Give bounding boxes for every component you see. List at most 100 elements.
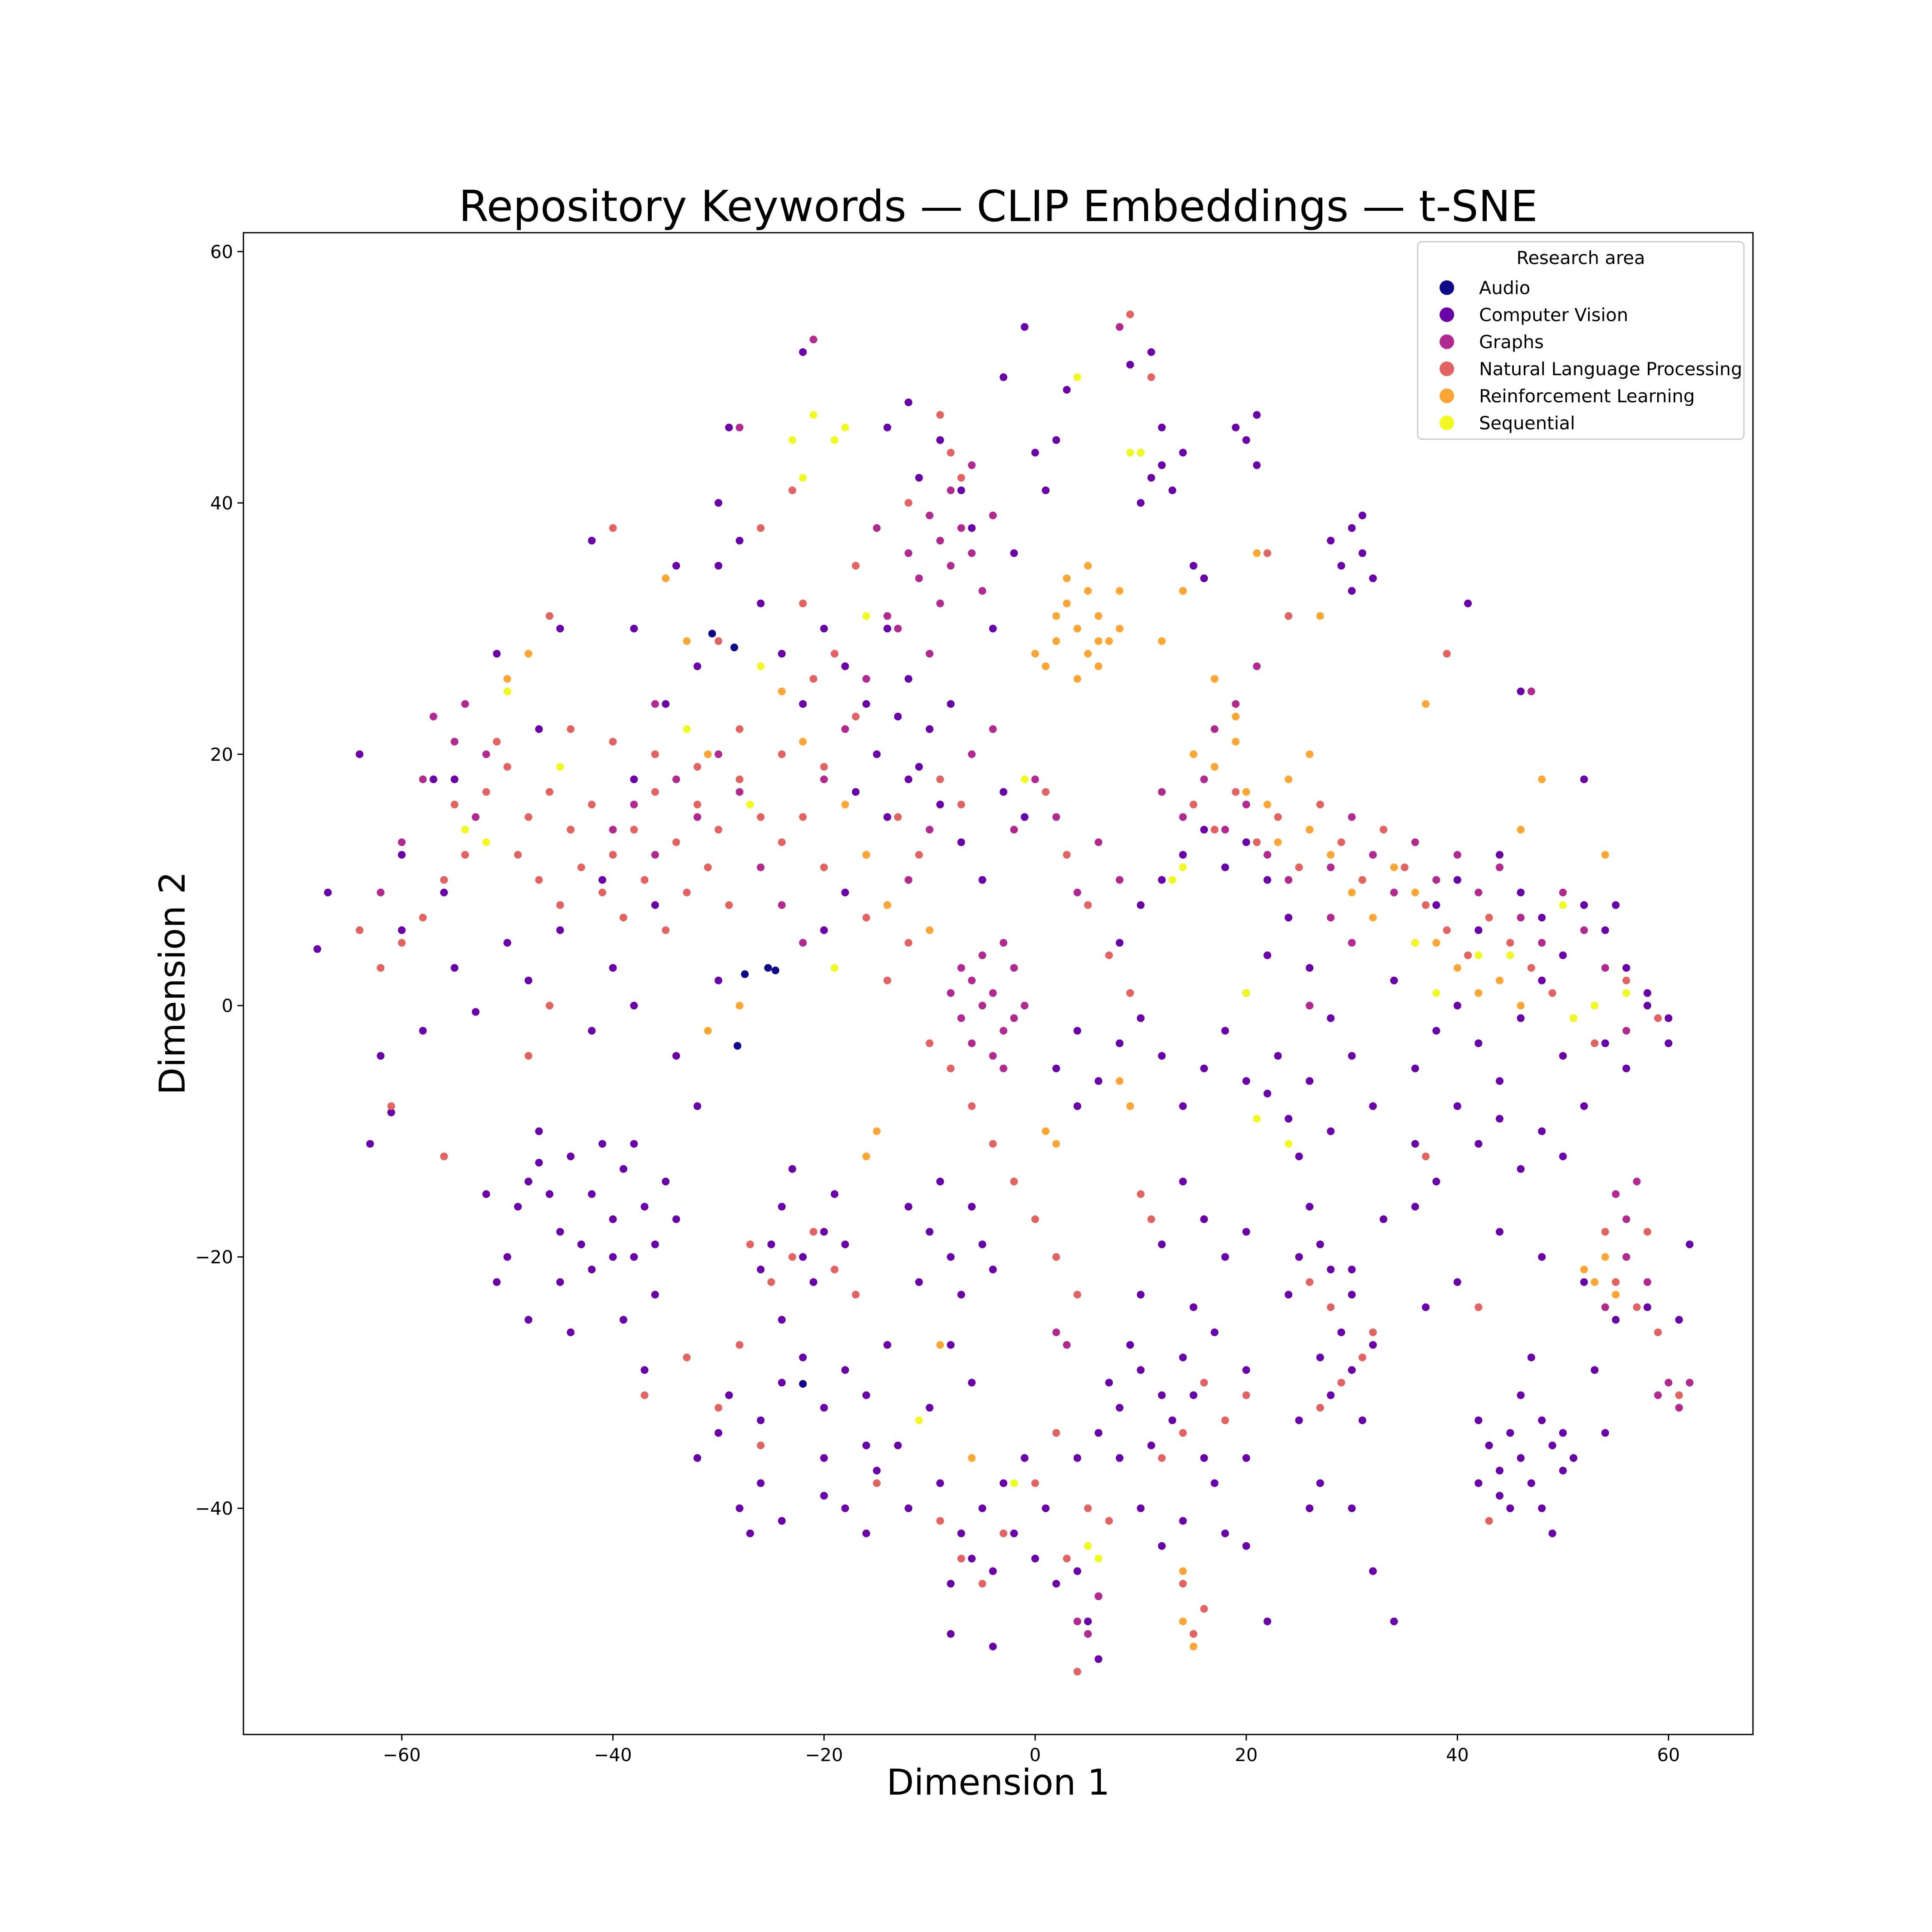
data-point-computer-vision: [820, 926, 828, 934]
data-point-computer-vision: [820, 1228, 828, 1236]
data-point-computer-vision: [1559, 1052, 1567, 1060]
data-point-computer-vision: [1348, 1504, 1356, 1513]
data-point-natural-language-processing: [989, 1140, 997, 1148]
data-point-natural-language-processing: [756, 1441, 765, 1449]
data-point-sequential: [683, 725, 691, 733]
data-point-computer-vision: [1506, 1504, 1514, 1513]
data-point-computer-vision: [1327, 1265, 1335, 1273]
data-point-natural-language-processing: [567, 826, 575, 834]
data-point-natural-language-processing: [957, 800, 965, 808]
data-point-natural-language-processing: [1422, 901, 1430, 909]
data-point-computer-vision: [429, 775, 437, 784]
data-point-computer-vision: [1527, 1479, 1535, 1487]
data-point-sequential: [1622, 989, 1630, 997]
data-point-reinforcement-learning: [1073, 675, 1081, 683]
legend-label: Audio: [1479, 277, 1530, 298]
data-point-graphs: [1115, 323, 1124, 331]
data-point-reinforcement-learning: [1327, 851, 1335, 859]
data-point-computer-vision: [1411, 1203, 1419, 1211]
data-point-computer-vision: [1264, 876, 1271, 884]
data-point-computer-vision: [1474, 1416, 1482, 1425]
data-point-natural-language-processing: [620, 914, 628, 922]
data-point-computer-vision: [894, 713, 902, 720]
data-point-computer-vision: [989, 1643, 997, 1651]
data-point-graphs: [756, 863, 765, 872]
data-point-computer-vision: [905, 675, 912, 683]
data-point-natural-language-processing: [852, 713, 860, 720]
data-point-reinforcement-learning: [1242, 788, 1250, 796]
data-point-computer-vision: [883, 625, 891, 633]
data-point-natural-language-processing: [788, 1253, 796, 1261]
data-point-graphs: [799, 939, 807, 947]
data-point-computer-vision: [1158, 461, 1166, 469]
data-point-computer-vision: [999, 1479, 1008, 1487]
data-point-computer-vision: [641, 1203, 649, 1211]
data-point-computer-vision: [989, 1567, 997, 1575]
data-point-computer-vision: [1158, 1542, 1166, 1550]
data-point-graphs: [989, 1052, 997, 1060]
data-point-computer-vision: [862, 700, 870, 708]
data-point-natural-language-processing: [1232, 788, 1240, 796]
data-point-computer-vision: [968, 1379, 976, 1387]
data-point-computer-vision: [1570, 1454, 1577, 1462]
data-point-computer-vision: [1010, 1529, 1018, 1537]
data-point-graphs: [1601, 1303, 1609, 1311]
data-point-reinforcement-learning: [873, 1127, 881, 1135]
data-point-reinforcement-learning: [1094, 662, 1103, 670]
data-point-computer-vision: [1580, 1102, 1588, 1110]
data-point-natural-language-processing: [1179, 1580, 1187, 1588]
data-point-computer-vision: [1052, 1580, 1060, 1588]
data-point-computer-vision: [883, 423, 891, 431]
data-point-natural-language-processing: [852, 1291, 860, 1299]
data-point-computer-vision: [588, 1027, 596, 1035]
data-point-computer-vision: [1527, 1353, 1535, 1361]
data-point-natural-language-processing: [461, 851, 469, 859]
data-point-computer-vision: [915, 1278, 923, 1286]
data-point-computer-vision: [1306, 1077, 1314, 1085]
x-tick-label: −60: [383, 1744, 421, 1765]
data-point-sequential: [1506, 951, 1514, 960]
data-point-computer-vision: [514, 1203, 522, 1211]
data-point-natural-language-processing: [535, 876, 543, 884]
data-point-graphs: [1654, 1391, 1662, 1399]
data-point-natural-language-processing: [1221, 1416, 1229, 1425]
data-point-computer-vision: [1136, 1014, 1145, 1022]
data-point-natural-language-processing: [1643, 1228, 1652, 1236]
data-point-graphs: [936, 599, 944, 608]
data-point-natural-language-processing: [756, 524, 765, 532]
data-point-graphs: [841, 725, 849, 733]
data-point-computer-vision: [1295, 1152, 1303, 1160]
y-tick-label: 60: [210, 241, 233, 262]
data-point-computer-vision: [862, 1529, 870, 1537]
data-point-graphs: [482, 750, 490, 758]
data-point-computer-vision: [1084, 1617, 1092, 1625]
data-point-reinforcement-learning: [1316, 612, 1324, 620]
data-point-sequential: [1094, 1555, 1103, 1563]
legend-title: Research area: [1516, 247, 1645, 268]
data-point-natural-language-processing: [905, 499, 912, 507]
data-point-computer-vision: [841, 888, 849, 896]
data-point-computer-vision: [556, 1228, 564, 1236]
data-point-natural-language-processing: [1179, 1429, 1187, 1437]
legend-label: Graphs: [1479, 331, 1544, 352]
data-point-reinforcement-learning: [1495, 976, 1504, 984]
data-point-reinforcement-learning: [1052, 1140, 1060, 1148]
data-point-natural-language-processing: [957, 474, 965, 482]
data-point-reinforcement-learning: [1084, 562, 1092, 570]
data-point-computer-vision: [1136, 901, 1145, 909]
data-point-natural-language-processing: [947, 1064, 955, 1072]
x-axis: −60 −40 −20 0 20 40 60: [383, 1735, 1680, 1765]
data-point-computer-vision: [324, 888, 332, 896]
data-point-natural-language-processing: [926, 1039, 934, 1047]
data-point-computer-vision: [873, 750, 881, 758]
data-point-computer-vision: [1601, 926, 1609, 934]
y-axis-label: Dimension 2: [152, 872, 193, 1095]
data-point-computer-vision: [1580, 1278, 1588, 1286]
data-point-computer-vision: [1147, 474, 1155, 482]
data-point-computer-vision: [1126, 1341, 1134, 1349]
data-point-natural-language-processing: [1485, 1517, 1493, 1525]
data-point-natural-language-processing: [936, 411, 944, 419]
data-point-computer-vision: [1031, 449, 1039, 457]
data-point-graphs: [651, 851, 659, 859]
